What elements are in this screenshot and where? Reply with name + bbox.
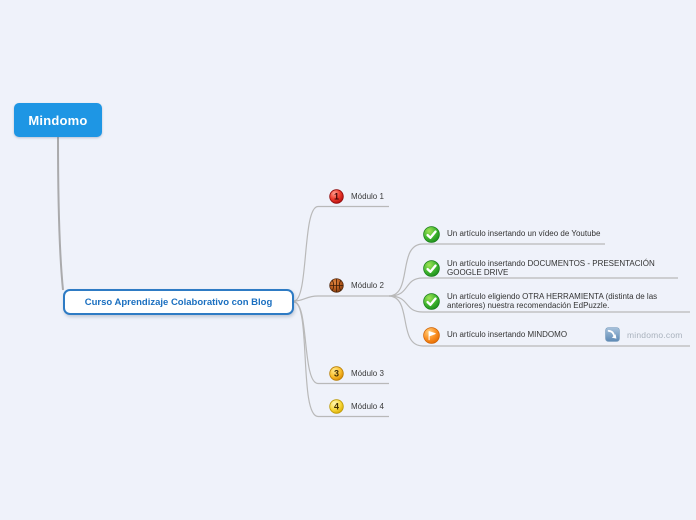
brand-label: Mindomo: [28, 112, 88, 128]
root-topic[interactable]: Curso Aprendizaje Colaborativo con Blog: [63, 289, 294, 315]
topic-article-youtube[interactable]: Un artículo insertando un vídeo de Youtu…: [423, 225, 600, 243]
mindomo-logo-icon: [605, 327, 620, 342]
topic-article-mindomo[interactable]: Un artículo insertando MINDOMO: [423, 326, 567, 344]
topic-label: Un artículo insertando un vídeo de Youtu…: [447, 229, 601, 239]
brand-node-mindomo[interactable]: Mindomo: [14, 103, 102, 137]
root-topic-label: Curso Aprendizaje Colaborativo con Blog: [84, 296, 273, 308]
topic-modulo-1[interactable]: 1 Módulo 1: [329, 188, 384, 204]
topic-label: Un artículo eligiendo OTRA HERRAMIENTA (…: [447, 291, 658, 310]
topic-modulo-4[interactable]: 4 Módulo 4: [329, 398, 384, 414]
topic-modulo-3[interactable]: 3 Módulo 3: [329, 365, 384, 381]
topic-label: Módulo 4: [351, 401, 384, 411]
basketball-icon: [329, 277, 344, 293]
flag-icon: [423, 326, 440, 344]
branch-module-2: [293, 295, 389, 302]
priority-3-badge-icon: 3: [329, 365, 344, 381]
branch-article-4: [388, 295, 690, 347]
topic-label: Módulo 3: [351, 368, 384, 378]
mindomo-watermark[interactable]: mindomo.com: [605, 327, 683, 342]
priority-1-badge-icon: 1: [329, 188, 344, 204]
svg-text:3: 3: [334, 368, 339, 378]
priority-4-badge-icon: 4: [329, 398, 344, 414]
branch-article-3: [388, 295, 690, 313]
branch-article-1: [388, 243, 605, 297]
topic-article-google-drive[interactable]: Un artículo insertando DOCUMENTOS - PRES…: [423, 254, 661, 282]
svg-text:1: 1: [334, 191, 339, 201]
brand-connector-line: [57, 136, 64, 291]
topic-article-otra-herramienta[interactable]: Un artículo eligiendo OTRA HERRAMIENTA (…: [423, 287, 661, 315]
branch-module-4: [293, 301, 389, 418]
topic-label: Un artículo insertando MINDOMO: [447, 330, 568, 340]
check-icon: [423, 292, 440, 310]
topic-label: Módulo 1: [351, 191, 384, 201]
check-icon: [423, 259, 440, 277]
topic-label: Un artículo insertando DOCUMENTOS - PRES…: [447, 258, 655, 277]
topic-modulo-2[interactable]: Módulo 2: [329, 277, 384, 293]
branch-article-2: [388, 277, 678, 297]
branch-module-1: [293, 205, 389, 302]
svg-text:4: 4: [334, 401, 339, 411]
check-icon: [423, 225, 440, 243]
topic-label: Módulo 2: [351, 280, 384, 290]
watermark-label: mindomo.com: [627, 329, 683, 340]
